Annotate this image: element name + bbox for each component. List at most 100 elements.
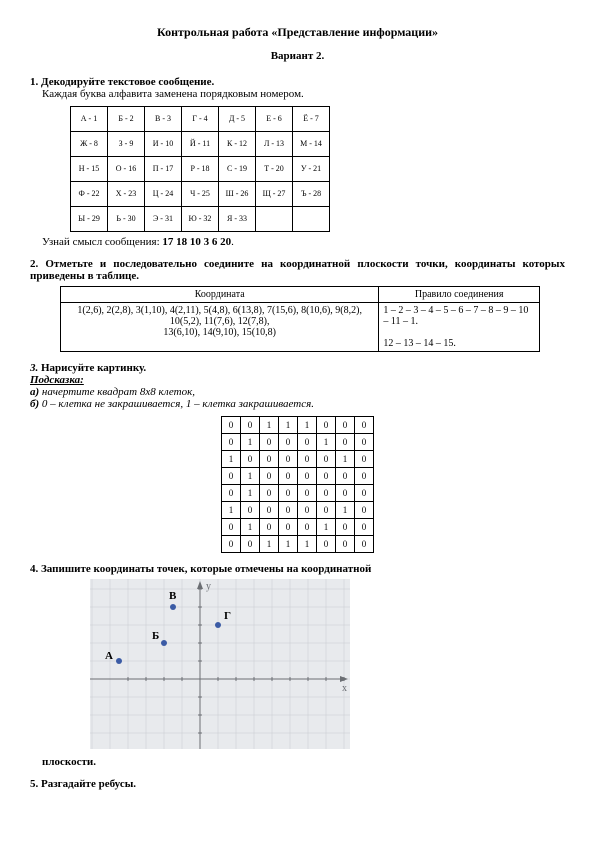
svg-text:Г: Г	[224, 610, 231, 622]
bin-cell: 1	[298, 536, 317, 553]
bin-cell: 1	[222, 451, 241, 468]
svg-text:В: В	[169, 590, 177, 602]
task3-head: Нарисуйте картинку.	[41, 362, 146, 374]
bin-cell: 0	[222, 417, 241, 434]
bin-cell: 0	[317, 502, 336, 519]
bin-cell: 0	[279, 468, 298, 485]
task1-sub: Каждая буква алфавита заменена порядковы…	[42, 88, 304, 100]
bin-cell: 0	[336, 485, 355, 502]
bin-cell: 1	[241, 519, 260, 536]
task5-head: Разгадайте ребусы.	[41, 778, 136, 790]
task2-head: Отметьте и последовательно соедините на …	[30, 258, 565, 282]
hint-a-pre: а)	[30, 386, 42, 398]
alpha-cell: К - 12	[219, 132, 256, 157]
svg-text:Б: Б	[152, 630, 159, 642]
bin-cell: 0	[355, 417, 374, 434]
bin-cell: 1	[279, 536, 298, 553]
alpha-cell	[293, 207, 330, 232]
bin-cell: 0	[222, 468, 241, 485]
bin-cell: 0	[298, 468, 317, 485]
task4-tail: плоскости.	[42, 756, 96, 768]
coord-c1a: 1(2,6), 2(2,8), 3(1,10), 4(2,11), 5(4,8)…	[77, 305, 362, 327]
task-2: 2. Отметьте и последовательно соедините …	[30, 258, 565, 352]
bin-cell: 0	[241, 502, 260, 519]
alpha-cell: Г - 4	[182, 107, 219, 132]
bin-cell: 0	[317, 417, 336, 434]
alpha-cell: Ж - 8	[71, 132, 108, 157]
bin-cell: 1	[336, 502, 355, 519]
bin-cell: 0	[279, 434, 298, 451]
hint-b: 0 – клетка не закрашивается, 1 – клетка …	[42, 398, 314, 410]
alpha-cell: Л - 13	[256, 132, 293, 157]
alpha-cell: Ъ - 28	[293, 182, 330, 207]
svg-text:y: y	[206, 581, 211, 592]
task1-footer-pre: Узнай смысл сообщения:	[42, 236, 162, 248]
bin-cell: 0	[279, 451, 298, 468]
alpha-cell: Ы - 29	[71, 207, 108, 232]
bin-cell: 0	[260, 519, 279, 536]
alpha-cell: Ц - 24	[145, 182, 182, 207]
alphabet-table: А - 1Б - 2В - 3Г - 4Д - 5Е - 6Ё - 7Ж - 8…	[70, 106, 330, 232]
bin-cell: 1	[241, 485, 260, 502]
task1-num: 1.	[30, 76, 38, 88]
bin-cell: 0	[298, 451, 317, 468]
alpha-cell: П - 17	[145, 157, 182, 182]
svg-text:А: А	[105, 650, 113, 662]
bin-cell: 0	[298, 434, 317, 451]
bin-cell: 1	[222, 502, 241, 519]
bin-cell: 0	[222, 519, 241, 536]
bin-cell: 0	[336, 434, 355, 451]
bin-cell: 0	[336, 417, 355, 434]
bin-cell: 1	[317, 434, 336, 451]
alpha-cell: М - 14	[293, 132, 330, 157]
coord-c2a: 1 – 2 – 3 – 4 – 5 – 6 – 7 – 8 – 9 – 10 –…	[383, 305, 528, 327]
task5-num: 5.	[30, 778, 38, 790]
bin-cell: 0	[241, 536, 260, 553]
alpha-cell: И - 10	[145, 132, 182, 157]
bin-cell: 0	[355, 502, 374, 519]
bin-cell: 0	[279, 485, 298, 502]
bin-cell: 0	[317, 485, 336, 502]
bin-cell: 0	[317, 451, 336, 468]
doc-title: Контрольная работа «Представление информ…	[30, 25, 565, 40]
alpha-cell: С - 19	[219, 157, 256, 182]
task3-num: 3.	[30, 362, 38, 374]
alpha-cell: В - 3	[145, 107, 182, 132]
bin-cell: 0	[355, 434, 374, 451]
bin-cell: 0	[222, 485, 241, 502]
coord-chart: x y А Б В Г	[90, 579, 350, 749]
alpha-cell: Э - 31	[145, 207, 182, 232]
hint-label: Подсказка:	[30, 374, 84, 386]
bin-cell: 1	[260, 417, 279, 434]
bin-cell: 1	[279, 417, 298, 434]
hint-a: начертите квадрат 8х8 клеток,	[42, 386, 195, 398]
bin-cell: 1	[241, 434, 260, 451]
binary-grid: 0011100001000100100000100100000001000000…	[221, 416, 374, 553]
bin-cell: 0	[260, 451, 279, 468]
alpha-cell: А - 1	[71, 107, 108, 132]
alpha-cell: З - 9	[108, 132, 145, 157]
alpha-cell: Я - 33	[219, 207, 256, 232]
bin-cell: 1	[260, 536, 279, 553]
coord-table: КоординатаПравило соединения 1(2,6), 2(2…	[60, 286, 540, 352]
bin-cell: 0	[279, 519, 298, 536]
task2-num: 2.	[30, 258, 38, 270]
bin-cell: 0	[279, 502, 298, 519]
bin-cell: 0	[298, 519, 317, 536]
bin-cell: 1	[336, 451, 355, 468]
coord-c1b: 13(6,10), 14(9,10), 15(10,8)	[163, 327, 275, 338]
coord-col1: Координата	[61, 287, 379, 303]
alpha-cell: О - 16	[108, 157, 145, 182]
coord-col2: Правило соединения	[379, 287, 540, 303]
task-1: 1. Декодируйте текстовое сообщение. Кажд…	[30, 76, 565, 248]
svg-text:x: x	[342, 683, 347, 694]
task1-footer-code: 17 18 10 3 6 20	[162, 236, 231, 248]
alpha-cell: Й - 11	[182, 132, 219, 157]
bin-cell: 1	[298, 417, 317, 434]
bin-cell: 0	[355, 451, 374, 468]
coord-chart-wrap: x y А Б В Г	[90, 579, 565, 752]
bin-cell: 0	[260, 485, 279, 502]
alpha-cell	[256, 207, 293, 232]
bin-cell: 0	[241, 417, 260, 434]
alpha-cell: Х - 23	[108, 182, 145, 207]
